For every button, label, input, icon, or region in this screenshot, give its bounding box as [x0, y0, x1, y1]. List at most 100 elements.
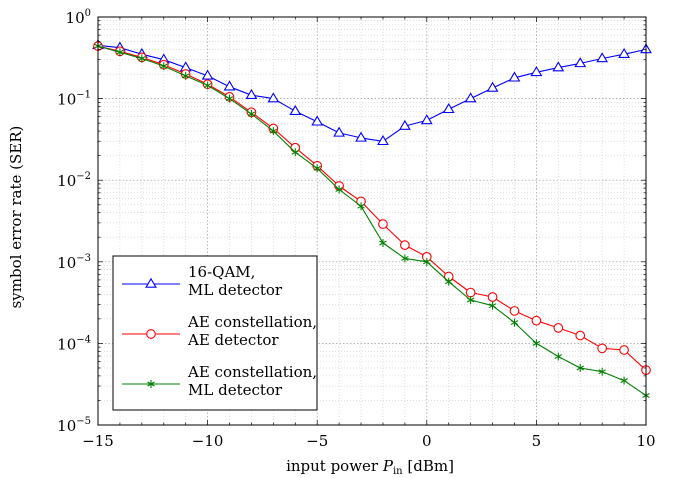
data-point-triangle — [355, 131, 367, 142]
data-point-circle — [597, 343, 608, 354]
data-point-star — [147, 380, 155, 388]
data-point-circle — [400, 240, 410, 250]
data-point-star — [225, 94, 234, 103]
data-point-triangle — [311, 115, 324, 126]
data-point-star — [466, 296, 475, 305]
star-stroke — [116, 49, 124, 55]
y-tick-exponent: −1 — [76, 90, 91, 101]
data-point-circle — [619, 345, 629, 355]
plot-frame — [97, 16, 647, 426]
x-axis-label-suffix: [dBm] — [403, 457, 454, 475]
y-tick-base: 10 — [57, 417, 76, 435]
legend-label: AE detector — [187, 331, 279, 349]
y-tick-base: 10 — [57, 172, 76, 190]
star-stroke — [598, 369, 606, 375]
data-point-triangle — [508, 71, 521, 82]
y-tick-label: 100 — [66, 8, 91, 27]
data-point-triangle — [267, 92, 280, 103]
series-1 — [92, 39, 652, 146]
x-axis-label-prefix: input power — [286, 457, 383, 475]
data-point-triangle — [552, 61, 565, 72]
data-point-triangle — [530, 66, 543, 77]
data-point-triangle — [145, 277, 157, 288]
series-layer — [92, 39, 652, 400]
star-stroke — [313, 165, 321, 171]
data-point-circle — [465, 287, 476, 298]
y-tick-exponent: −2 — [76, 171, 91, 182]
legend-entry-2: AE constellation,AE detector — [122, 313, 317, 349]
data-point-star — [379, 238, 387, 247]
y-tick-label: 10−2 — [57, 171, 91, 190]
data-point-star — [138, 54, 146, 63]
star-stroke — [444, 279, 453, 285]
y-tick-exponent: 0 — [85, 8, 91, 19]
data-point-star — [532, 339, 541, 348]
data-point-triangle — [596, 52, 609, 63]
data-point-star — [554, 352, 563, 361]
data-point-triangle — [442, 102, 455, 114]
data-point-star — [598, 367, 606, 376]
data-point-circle — [531, 315, 542, 326]
star-stroke — [554, 354, 563, 360]
data-point-circle — [378, 219, 388, 229]
data-point-triangle — [333, 126, 346, 137]
star-stroke — [379, 240, 387, 246]
star-stroke — [620, 378, 628, 384]
x-tick-label: −15 — [82, 432, 114, 450]
star-stroke — [147, 381, 155, 387]
data-point-circle — [146, 329, 156, 339]
legend-entry-3: AE constellation,ML detector — [122, 363, 317, 399]
data-point-star — [116, 48, 124, 57]
star-stroke — [203, 82, 212, 88]
y-tick-exponent: −5 — [76, 416, 91, 427]
x-tick-label: −5 — [306, 432, 328, 450]
x-tick-labels: −15 −10 −5 0 5 10 — [82, 432, 655, 450]
x-axis-label-var: P — [382, 457, 394, 475]
legend-label: AE constellation, — [187, 313, 317, 331]
data-point-star — [620, 376, 628, 385]
data-point-circle — [487, 292, 498, 302]
legend-label: ML detector — [188, 381, 283, 399]
star-stroke — [269, 128, 278, 134]
data-point-triangle — [201, 69, 214, 80]
data-point-triangle — [398, 119, 411, 130]
star-stroke — [401, 255, 409, 261]
y-tick-base: 10 — [66, 9, 85, 27]
data-point-star — [488, 301, 497, 310]
star-stroke — [576, 365, 584, 371]
series-3 — [94, 42, 650, 400]
data-point-star — [181, 71, 190, 80]
data-point-star — [335, 185, 343, 194]
y-tick-label: 10−1 — [57, 90, 91, 109]
star-stroke — [466, 297, 475, 303]
star-stroke — [138, 56, 146, 61]
data-point-triangle — [618, 47, 630, 58]
y-tick-label: 10−4 — [57, 334, 91, 353]
star-stroke — [532, 340, 541, 346]
data-point-triangle — [420, 114, 433, 125]
data-point-star — [576, 363, 584, 372]
data-point-triangle — [574, 57, 587, 68]
y-tick-label: 10−3 — [57, 253, 91, 272]
star-stroke — [225, 96, 234, 102]
x-axis-label: input power Pin [dBm] — [286, 457, 454, 477]
data-point-star — [401, 254, 409, 263]
y-tick-label: 10−5 — [57, 416, 91, 435]
data-point-triangle — [377, 134, 389, 146]
star-stroke — [160, 63, 168, 69]
star-stroke — [423, 259, 431, 265]
x-tick-label: −10 — [192, 432, 224, 450]
star-stroke — [181, 73, 190, 79]
data-point-circle — [575, 330, 586, 341]
data-point-star — [444, 277, 453, 286]
data-point-triangle — [223, 80, 236, 91]
x-axis-label-sub: in — [393, 466, 403, 477]
star-stroke — [510, 320, 519, 326]
y-tick-base: 10 — [57, 335, 76, 353]
data-point-circle — [553, 323, 564, 333]
data-point-triangle — [464, 92, 477, 103]
data-point-star — [247, 109, 256, 118]
